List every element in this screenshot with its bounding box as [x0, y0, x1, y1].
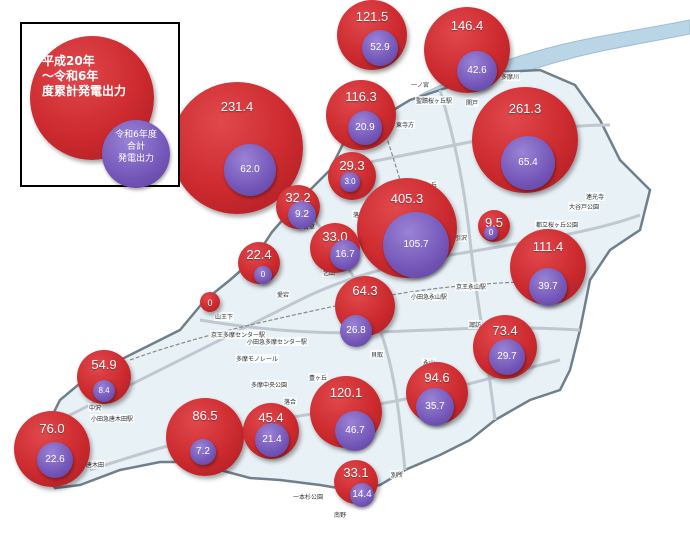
current-output-bubble: [340, 172, 360, 192]
current-output-label: 3.0: [344, 177, 356, 186]
cumulative-output-label: 111.4: [532, 238, 564, 254]
cumulative-output-label: 54.9: [91, 356, 117, 372]
place-label: 東寺方: [395, 120, 416, 129]
legend-current-label: 令和6年度 合計 発電出力: [115, 130, 157, 164]
current-output-bubble: [457, 51, 497, 91]
place-label: 小田急唐木田駅: [90, 414, 135, 423]
cumulative-output-label: 94.6: [424, 369, 450, 385]
current-output-bubble: [484, 226, 498, 240]
place-label: 関戸: [465, 98, 480, 107]
place-label: 一本杉公園: [292, 492, 325, 501]
cumulative-output-label: 73.4: [492, 322, 518, 338]
place-label: 都立桜ヶ丘公園: [535, 220, 580, 229]
cumulative-output-label: 405.3: [390, 191, 424, 206]
place-label: 南野: [333, 510, 348, 519]
current-output-bubble: [330, 240, 360, 270]
cumulative-output-label: 86.5: [192, 407, 218, 423]
current-output-label: 7.2: [196, 446, 210, 457]
current-output-bubble: [340, 315, 372, 347]
place-label: 唐木田: [85, 460, 106, 469]
current-output-label: 62.0: [240, 164, 260, 175]
cumulative-output-label: 261.3: [508, 100, 542, 116]
cumulative-output-label: 33.1: [343, 465, 369, 481]
current-output-label: 105.7: [403, 239, 429, 250]
cumulative-output-label: 120.1: [329, 385, 363, 401]
current-output-bubble: [37, 442, 73, 478]
cumulative-output-label: 231.4: [220, 99, 254, 115]
current-output-bubble: [383, 212, 449, 278]
cumulative-output-label: 45.4: [258, 409, 284, 425]
current-output-bubble: [416, 388, 454, 426]
current-output-label: 22.6: [45, 454, 65, 465]
current-output-bubble: [224, 144, 276, 196]
place-label: 多摩中央公園: [250, 380, 289, 389]
current-output-label: 20.9: [355, 122, 375, 133]
cumulative-output-label: 29.3: [339, 157, 365, 173]
place-label: 京王多摩センター駅: [210, 330, 267, 339]
cumulative-output-label: 22.4: [246, 247, 272, 262]
place-label: 愛宕: [276, 290, 291, 299]
place-label: 貝取: [370, 350, 385, 359]
cumulative-output-label: 64.3: [352, 283, 378, 299]
current-output-bubble: [362, 30, 398, 66]
cumulative-output-label: 146.4: [450, 18, 484, 34]
current-output-bubble: [255, 423, 289, 457]
current-output-bubble: [501, 136, 555, 190]
place-label: 諏訪: [468, 320, 483, 329]
current-output-label: 16.7: [335, 249, 355, 260]
place-label: 乞田: [322, 268, 337, 277]
legend-box: 平成20年 〜令和6年 度累計発電出力 令和6年度 合計 発電出力: [20, 22, 180, 188]
current-output-label: 35.7: [425, 401, 445, 412]
place-label: 一ノ宮: [410, 80, 431, 89]
current-output-label: 14.4: [352, 489, 372, 500]
current-output-bubble: [93, 380, 115, 402]
place-label: 馬引沢: [448, 233, 469, 242]
place-label: 小田急多摩センター駅: [246, 337, 309, 346]
current-output-label: 52.9: [370, 42, 390, 53]
current-output-label: 0: [260, 270, 266, 279]
place-label: 別所: [390, 470, 405, 479]
place-label: 多摩モノレール: [235, 354, 280, 363]
current-output-label: 8.4: [98, 386, 110, 395]
current-output-label: 21.4: [262, 434, 282, 445]
legend-current-swatch: [102, 120, 170, 188]
place-label: 豊ヶ丘: [308, 373, 329, 382]
current-output-bubble: [489, 339, 525, 375]
current-output-label: 26.8: [346, 325, 366, 336]
cumulative-output-label: 76.0: [39, 420, 65, 436]
current-output-bubble: [190, 439, 216, 465]
current-output-bubble: [288, 201, 316, 229]
cumulative-output-label: 0: [207, 298, 213, 308]
cumulative-output-label: 121.5: [355, 8, 389, 24]
current-output-label: 0: [488, 228, 494, 237]
place-label: 連光寺: [585, 192, 606, 201]
place-label: 大谷戸公園: [568, 202, 601, 211]
legend-cumulative-label: 平成20年 〜令和6年 度累計発電出力: [42, 54, 127, 98]
cumulative-output-bubble: [200, 292, 220, 312]
current-output-bubble: [350, 483, 374, 507]
place-label: 落合: [283, 397, 298, 406]
place-label: 多摩川: [500, 72, 521, 81]
current-output-bubble: [348, 111, 382, 145]
cumulative-output-label: 116.3: [345, 88, 377, 104]
place-label: 京王永山駅: [455, 282, 488, 291]
current-output-label: 9.2: [295, 209, 309, 220]
place-label: 山王下: [214, 312, 235, 321]
place-label: 小田急永山駅: [410, 292, 449, 301]
current-output-bubble: [254, 266, 272, 284]
place-label: 中沢: [88, 403, 103, 412]
current-output-label: 42.6: [467, 65, 487, 76]
place-label: 聖蹟桜ヶ丘駅: [415, 96, 454, 105]
current-output-label: 65.4: [518, 157, 538, 168]
current-output-bubble: [529, 268, 567, 306]
cumulative-output-label: 33.0: [322, 229, 348, 244]
current-output-label: 46.7: [345, 425, 365, 436]
current-output-bubble: [335, 411, 375, 451]
current-output-label: 39.7: [538, 281, 558, 292]
current-output-label: 29.7: [497, 351, 517, 362]
